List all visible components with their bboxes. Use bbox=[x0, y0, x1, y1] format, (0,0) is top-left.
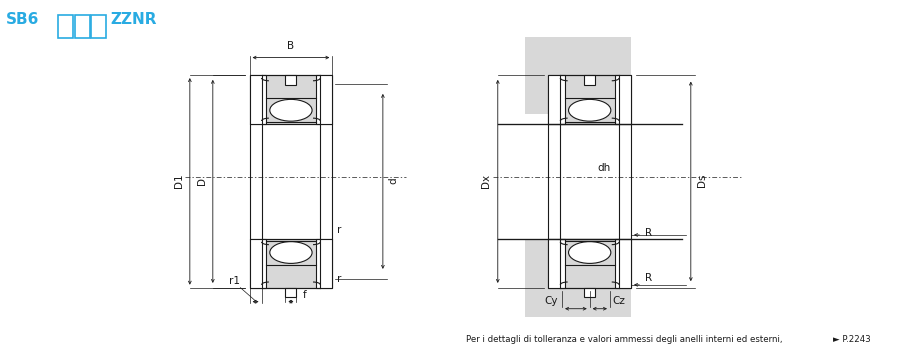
Bar bbox=[549, 239, 631, 288]
Text: f: f bbox=[303, 290, 307, 300]
Bar bbox=[526, 36, 631, 114]
Bar bbox=[286, 75, 297, 85]
Text: B: B bbox=[288, 41, 294, 51]
Text: Ds: Ds bbox=[697, 174, 707, 187]
Bar bbox=[565, 239, 614, 288]
Bar bbox=[250, 239, 266, 288]
Bar bbox=[585, 288, 596, 297]
Bar bbox=[250, 75, 266, 124]
Text: ZZNR: ZZNR bbox=[111, 12, 158, 27]
Bar bbox=[549, 75, 631, 124]
Bar bbox=[250, 239, 332, 288]
Text: D: D bbox=[197, 177, 207, 184]
Bar bbox=[585, 75, 596, 85]
Ellipse shape bbox=[270, 99, 312, 121]
Text: r: r bbox=[337, 224, 341, 235]
Text: R: R bbox=[644, 273, 652, 283]
Ellipse shape bbox=[569, 242, 611, 263]
Ellipse shape bbox=[569, 99, 611, 121]
Bar bbox=[315, 75, 332, 124]
Bar bbox=[75, 16, 89, 38]
Bar bbox=[266, 239, 315, 288]
Text: D1: D1 bbox=[174, 173, 184, 188]
Text: R: R bbox=[644, 228, 652, 238]
Bar bbox=[526, 240, 631, 318]
Bar bbox=[549, 239, 565, 288]
Text: r: r bbox=[337, 274, 341, 284]
Text: Per i dettagli di tolleranza e valori ammessi degli anelli interni ed esterni,: Per i dettagli di tolleranza e valori am… bbox=[466, 335, 782, 344]
Bar bbox=[266, 75, 315, 124]
Bar bbox=[315, 239, 332, 288]
Bar bbox=[91, 16, 106, 38]
Bar bbox=[565, 75, 614, 124]
Bar bbox=[549, 75, 565, 124]
Bar bbox=[614, 75, 631, 124]
Bar bbox=[286, 288, 297, 297]
Text: Cy: Cy bbox=[544, 296, 558, 306]
Text: SB6: SB6 bbox=[6, 12, 40, 27]
Text: r1: r1 bbox=[230, 276, 241, 286]
Text: d: d bbox=[388, 177, 398, 184]
Bar bbox=[250, 75, 332, 124]
Ellipse shape bbox=[270, 242, 312, 263]
Bar bbox=[614, 239, 631, 288]
Text: Cz: Cz bbox=[613, 296, 625, 306]
Text: Dx: Dx bbox=[481, 173, 491, 188]
Text: ► P.2243: ► P.2243 bbox=[833, 335, 871, 344]
Text: dh: dh bbox=[597, 164, 610, 173]
Bar bbox=[58, 16, 73, 38]
